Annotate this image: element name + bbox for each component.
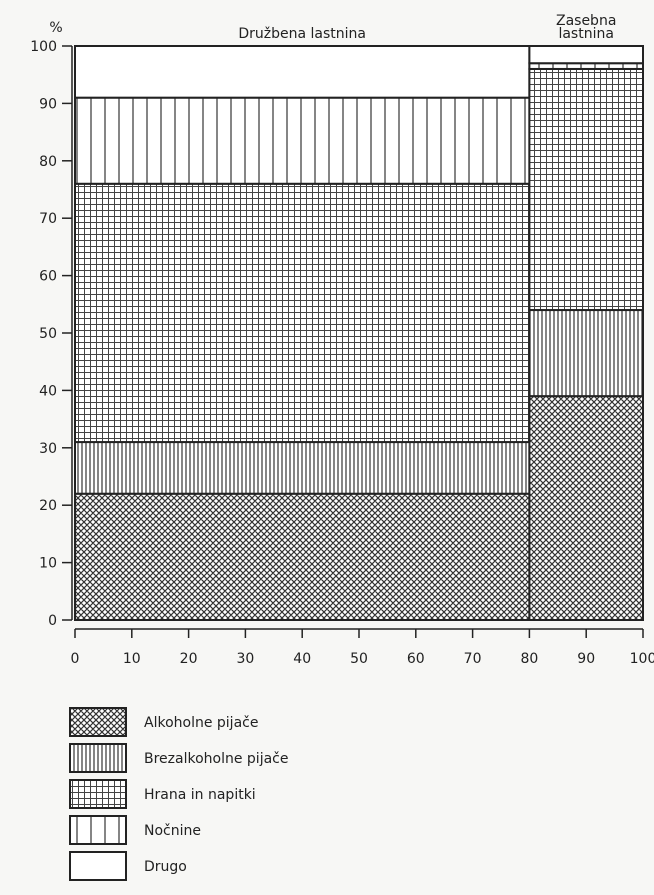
legend-swatch-hrana-in-napitki bbox=[69, 779, 127, 809]
x-tick-label-30: 30 bbox=[236, 651, 254, 667]
x-tick-label-90: 90 bbox=[577, 651, 595, 667]
y-tick-label-100: 100 bbox=[30, 39, 57, 55]
y-tick-label-40: 40 bbox=[39, 383, 57, 399]
x-tick-label-100: 100 bbox=[630, 651, 654, 667]
x-tick-label-0: 0 bbox=[71, 651, 80, 667]
x-tick-label-10: 10 bbox=[123, 651, 141, 667]
legend-label-drugo: Drugo bbox=[144, 859, 187, 875]
x-tick-label-40: 40 bbox=[293, 651, 311, 667]
legend-label-brezalkoholne-pijace: Brezalkoholne pijače bbox=[144, 751, 288, 767]
x-tick-label-70: 70 bbox=[464, 651, 482, 667]
y-tick-label-10: 10 bbox=[39, 556, 57, 572]
legend-swatch-alkoholne-pijace bbox=[69, 707, 127, 737]
y-tick-label-60: 60 bbox=[39, 269, 57, 285]
segment-zasebna-lastnina-brezalkoholne-pijace bbox=[528, 309, 645, 398]
x-tick-label-20: 20 bbox=[180, 651, 198, 667]
x-tick-label-50: 50 bbox=[350, 651, 368, 667]
y-tick-label-20: 20 bbox=[39, 498, 57, 514]
y-axis-unit-label: % bbox=[49, 20, 62, 36]
segment-druzbena-lastnina-brezalkoholne-pijace bbox=[74, 441, 531, 495]
segment-druzbena-lastnina-nocnine bbox=[74, 96, 531, 185]
column-label-zasebna-lastnina: Zasebna lastnina bbox=[556, 13, 616, 42]
legend-swatch-brezalkoholne-pijace bbox=[69, 743, 127, 773]
legend-swatch-drugo bbox=[69, 851, 127, 881]
plot-area bbox=[74, 45, 645, 622]
segment-druzbena-lastnina-hrana-in-napitki bbox=[74, 182, 531, 444]
x-tick-label-80: 80 bbox=[520, 651, 538, 667]
segment-druzbena-lastnina-alkoholne-pijace bbox=[74, 492, 531, 621]
y-tick-label-80: 80 bbox=[39, 154, 57, 170]
segment-druzbena-lastnina-drugo bbox=[74, 45, 531, 99]
legend-label-alkoholne-pijace: Alkoholne pijače bbox=[144, 715, 258, 731]
segment-zasebna-lastnina-hrana-in-napitki bbox=[528, 67, 645, 312]
y-tick-label-50: 50 bbox=[39, 326, 57, 342]
segment-zasebna-lastnina-drugo bbox=[528, 45, 645, 65]
axes: Družbena lastnina Zasebna lastnina 0 10 20 30 4… bbox=[30, 13, 654, 667]
legend-swatch-nocnine bbox=[69, 815, 127, 845]
legend-label-hrana-in-napitki: Hrana in napitki bbox=[144, 787, 256, 803]
legend: Alkoholne pijače Brezalkoholne pijače Hran… bbox=[69, 707, 288, 881]
y-tick-label-30: 30 bbox=[39, 441, 57, 457]
y-tick-label-0: 0 bbox=[48, 613, 57, 629]
x-tick-label-60: 60 bbox=[407, 651, 425, 667]
y-tick-label-70: 70 bbox=[39, 211, 57, 227]
column-label-druzbena-lastnina: Družbena lastnina bbox=[238, 26, 366, 42]
y-tick-label-90: 90 bbox=[39, 96, 57, 112]
segment-zasebna-lastnina-alkoholne-pijace bbox=[528, 395, 645, 622]
legend-label-nocnine: Nočnine bbox=[144, 823, 201, 839]
